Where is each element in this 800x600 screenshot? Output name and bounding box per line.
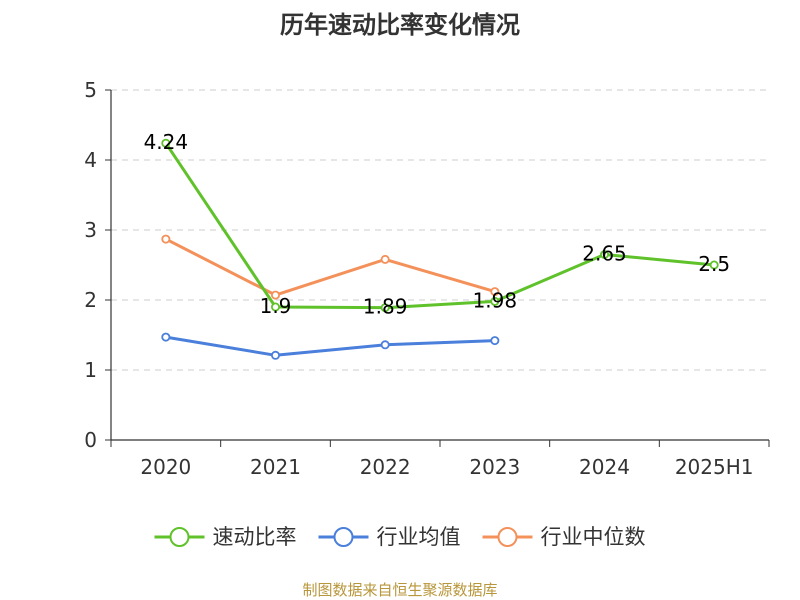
- data-point[interactable]: [270, 302, 280, 312]
- source-note: 制图数据来自恒生聚源数据库: [302, 581, 497, 599]
- legend-item[interactable]: 行业均值: [318, 525, 461, 549]
- x-tick-label: 2024: [579, 455, 630, 479]
- legend-item[interactable]: 速动比率: [154, 525, 297, 549]
- legend-label: 速动比率: [213, 525, 297, 549]
- series-lines: [161, 138, 719, 360]
- data-point[interactable]: [490, 287, 500, 297]
- axes: 0 1 2 3 4 5 2020 2021 2022 2023 2024 2025H1: [84, 78, 770, 479]
- data-point[interactable]: [600, 249, 610, 259]
- series-line-2: [165, 237, 496, 297]
- data-point[interactable]: [709, 260, 719, 270]
- data-label: 2.65: [582, 242, 627, 266]
- legend-marker: [169, 527, 190, 547]
- y-tick-label: 3: [84, 218, 97, 242]
- x-tick-label: 2022: [360, 455, 411, 479]
- data-point[interactable]: [380, 340, 390, 350]
- data-point[interactable]: [270, 350, 280, 360]
- data-point[interactable]: [490, 296, 500, 306]
- series-line-0: [164, 142, 715, 310]
- data-label: 4.24: [144, 130, 189, 154]
- data-point[interactable]: [161, 332, 171, 342]
- data-point[interactable]: [161, 234, 171, 244]
- legend-item[interactable]: 行业中位数: [482, 525, 646, 549]
- data-point[interactable]: [270, 290, 280, 300]
- data-label: 2.5: [698, 252, 730, 276]
- data-labels: 4.24 1.9 1.89 1.98 2.65 2.5: [144, 130, 731, 319]
- y-tick-label: 2: [84, 288, 97, 312]
- data-point[interactable]: [161, 138, 171, 148]
- y-tick-label: 4: [84, 148, 97, 172]
- data-point[interactable]: [380, 303, 390, 313]
- legend-marker: [497, 527, 518, 547]
- y-tick-label: 1: [84, 358, 97, 382]
- data-label: 1.98: [473, 288, 518, 312]
- data-label: 1.89: [363, 295, 408, 319]
- legend-label: 行业中位数: [541, 525, 646, 549]
- data-label: 1.9: [260, 294, 292, 318]
- legend-marker: [333, 527, 354, 547]
- legend-label: 行业均值: [377, 525, 461, 549]
- series-line-1: [165, 335, 495, 357]
- y-tick-label: 5: [84, 78, 97, 102]
- x-tick-label: 2020: [140, 455, 191, 479]
- x-tick-label: 2021: [250, 455, 301, 479]
- x-tick-label: 2023: [469, 455, 520, 479]
- data-point[interactable]: [490, 336, 500, 346]
- legend[interactable]: 速动比率 行业均值 行业中位数: [154, 525, 646, 549]
- y-tick-label: 0: [84, 428, 97, 452]
- x-tick-label: 2025H1: [675, 455, 754, 479]
- grid-lines: [111, 89, 769, 371]
- data-point[interactable]: [380, 254, 390, 264]
- chart-title: 历年速动比率变化情况: [280, 11, 520, 39]
